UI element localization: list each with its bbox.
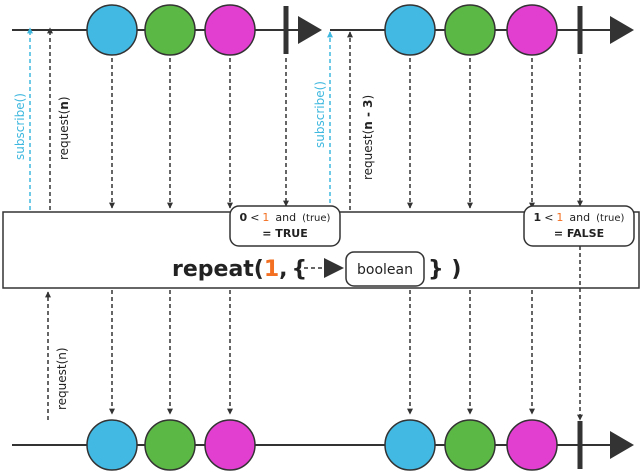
marble-magenta xyxy=(506,419,558,471)
marble-blue xyxy=(86,419,138,471)
request-label: request(n) xyxy=(57,96,71,160)
marble-magenta xyxy=(204,4,256,56)
condition-expression: 1 <1 and (true) xyxy=(534,211,625,224)
timeline-arrowhead xyxy=(610,431,634,459)
predicate-label: boolean xyxy=(357,262,413,278)
source-timeline-second xyxy=(330,4,634,56)
condition-bubble-false: 1 <1 and (true) = FALSE xyxy=(523,205,635,247)
operator-name: repeat(1,{ xyxy=(172,257,307,282)
marble-blue xyxy=(384,4,436,56)
condition-result: = FALSE xyxy=(554,227,604,240)
operator-close: } ) xyxy=(428,257,461,282)
predicate-box xyxy=(345,251,425,287)
condition-result: = TRUE xyxy=(262,227,307,240)
emission-arrows-out xyxy=(109,246,583,421)
predicate-arrowhead xyxy=(324,258,344,278)
output-timeline xyxy=(12,419,634,471)
marble-green xyxy=(144,419,196,471)
output-request-label: request(n) xyxy=(55,347,69,410)
subscribe-label: subscribe() xyxy=(13,93,27,160)
emission-arrows-in xyxy=(109,58,583,209)
resubscribe-label: subscribe() xyxy=(313,81,327,148)
marble-magenta xyxy=(204,419,256,471)
condition-bubble-true: 0 <1 and (true) = TRUE xyxy=(229,205,341,247)
marble-blue xyxy=(86,4,138,56)
timeline-arrowhead xyxy=(610,16,634,44)
timeline-arrowhead xyxy=(298,16,322,44)
condition-bubble-frame xyxy=(229,205,341,247)
marble-green xyxy=(444,4,496,56)
condition-expression: 0 <1 and (true) xyxy=(240,211,331,224)
marble-green xyxy=(444,419,496,471)
operator-label: repeat(1,{ boolean } ) xyxy=(172,251,461,287)
marble-blue xyxy=(384,419,436,471)
rerequest-label: request(n - 3) xyxy=(361,95,375,180)
condition-bubble-frame xyxy=(523,205,635,247)
source-timeline-first xyxy=(12,4,322,56)
marble-green xyxy=(144,4,196,56)
marble-magenta xyxy=(506,4,558,56)
